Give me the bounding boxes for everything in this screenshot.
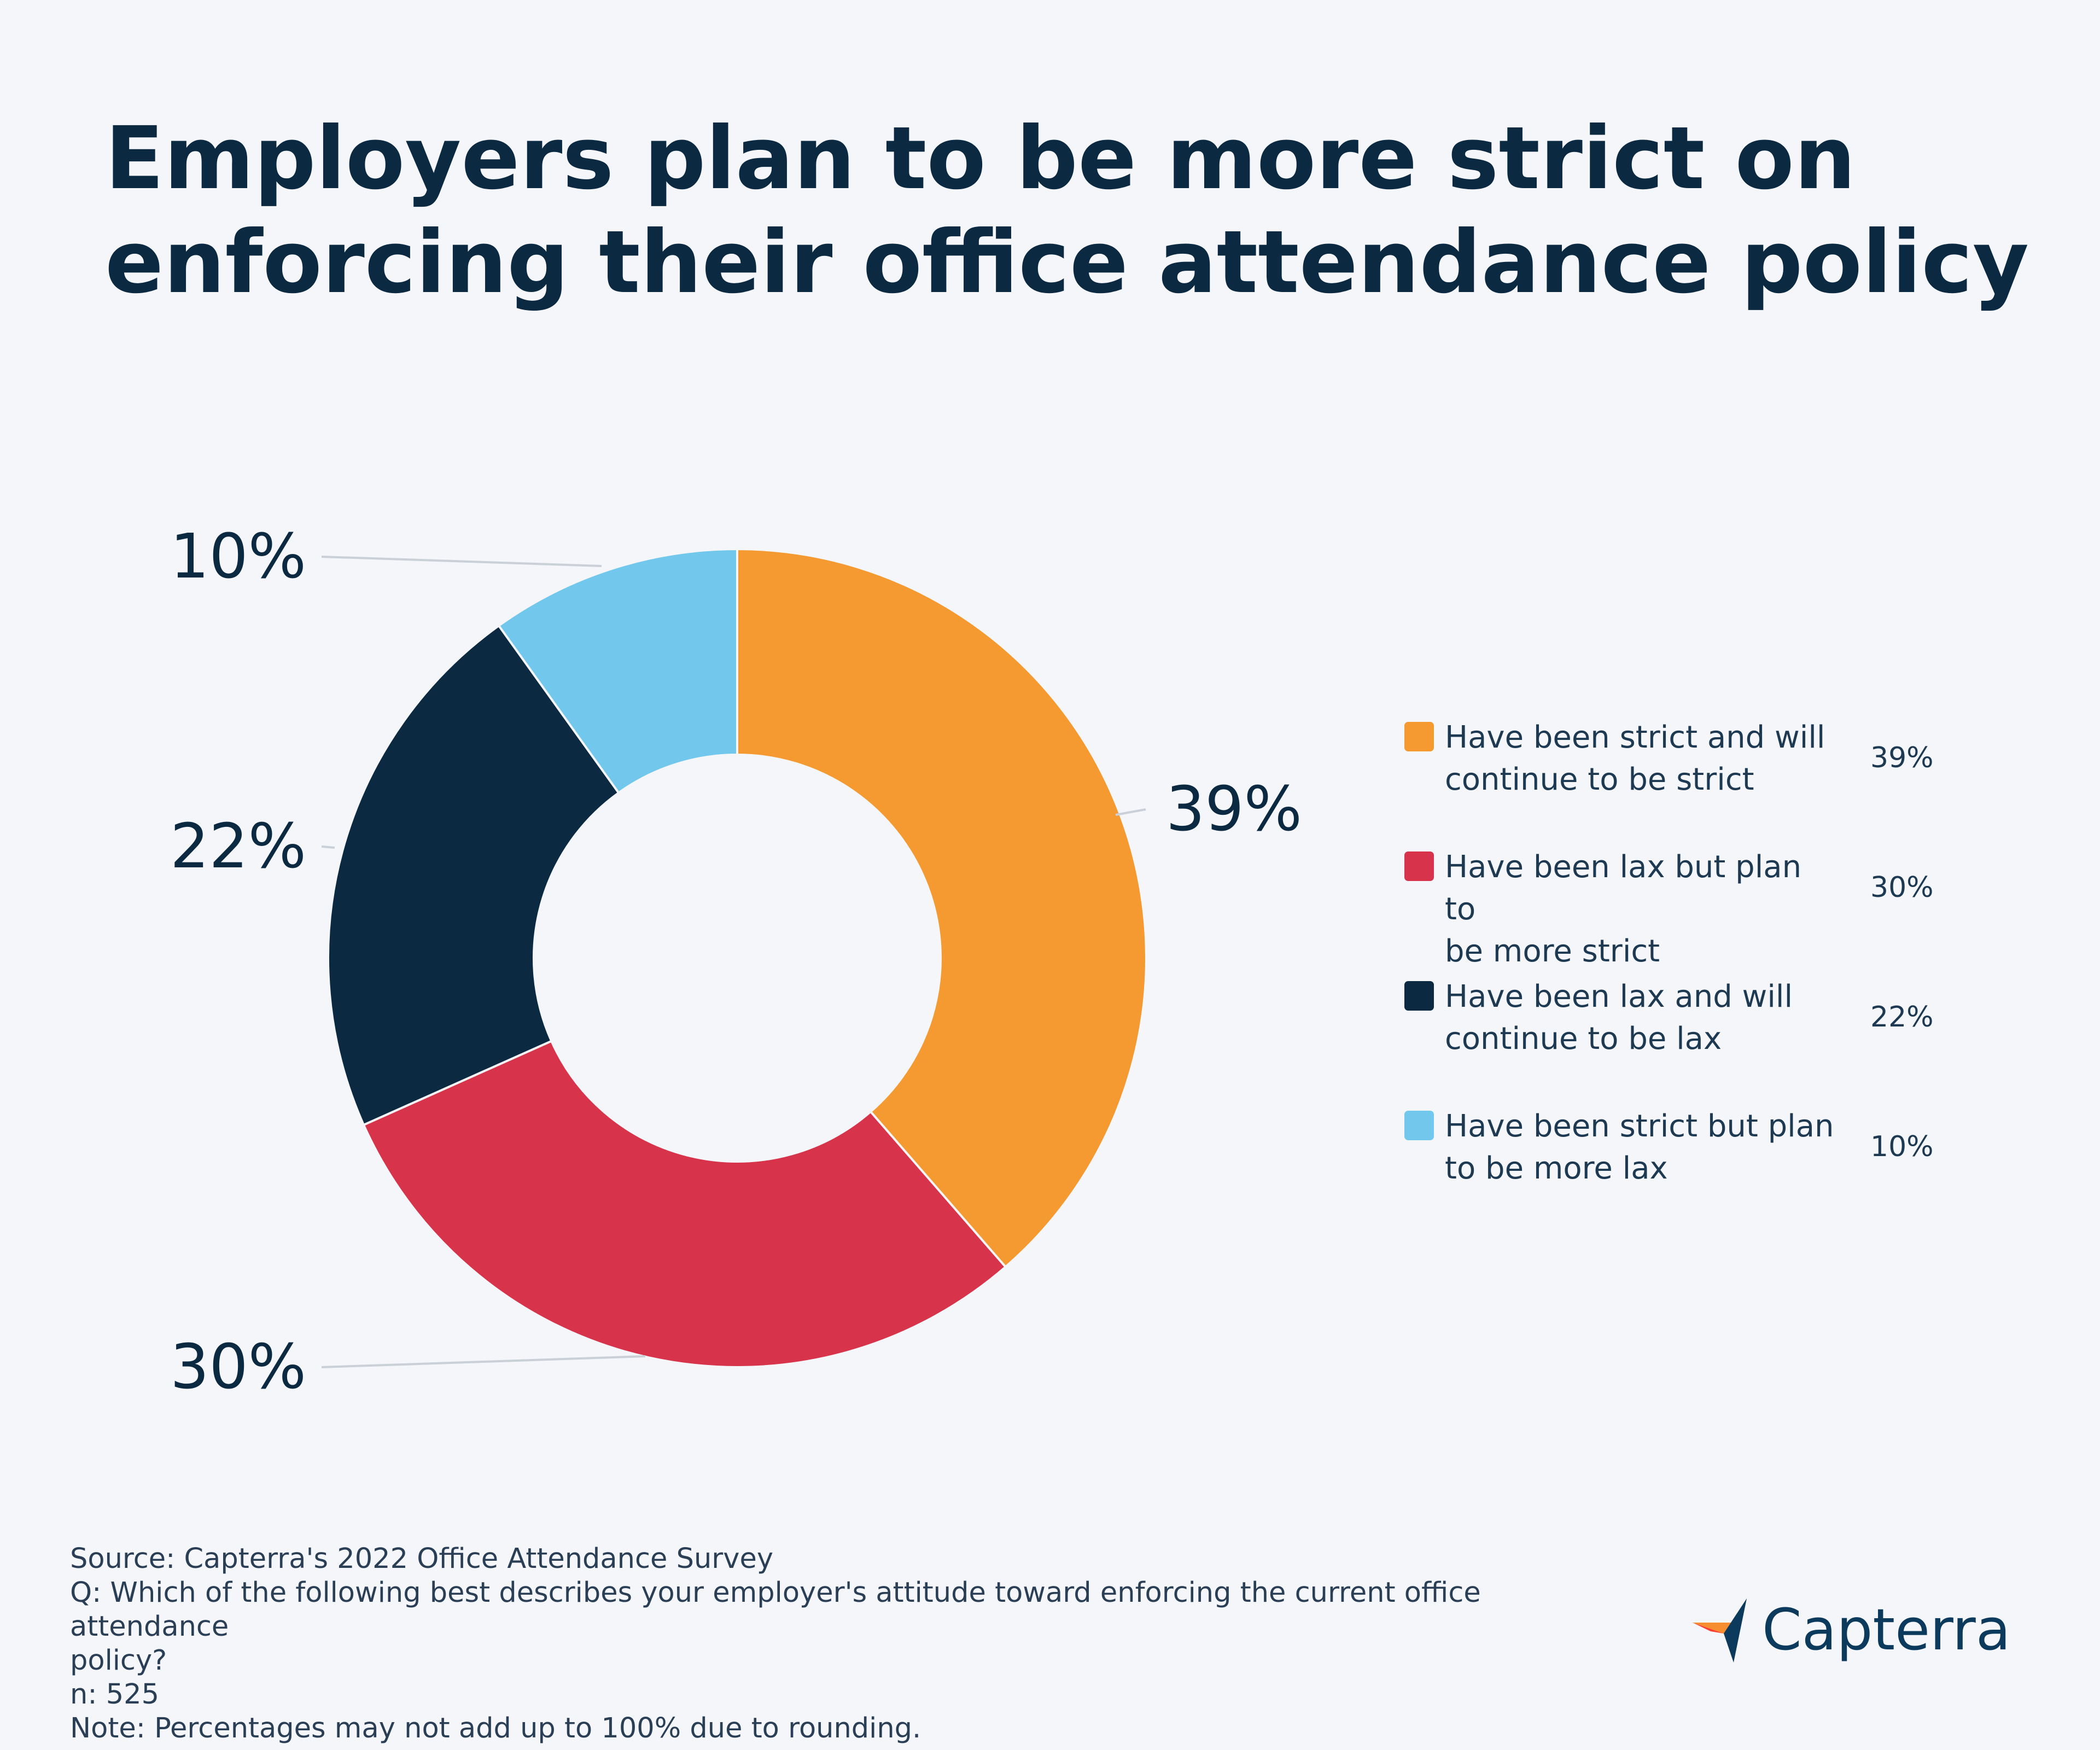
capterra-wordmark: Capterra (1762, 1596, 2011, 1663)
leader-line (321, 845, 335, 849)
legend-value: 30% (1870, 871, 1934, 904)
legend-label-line: Have been strict and will (1445, 720, 1825, 755)
legend-label-line: Have been lax but plan to (1445, 849, 1802, 927)
legend-value: 39% (1870, 742, 1934, 774)
legend-swatch (1404, 981, 1434, 1011)
leader-line (1115, 808, 1146, 816)
question-text-continued: policy? (70, 1644, 167, 1677)
slice-value-label: 30% (170, 1332, 306, 1403)
slice-value-label: 39% (1166, 774, 1302, 845)
chart-footer: Source: Capterra's 2022 Office Attendanc… (70, 1542, 1601, 1746)
slice-strict-more-lax (497, 547, 738, 795)
legend-swatch (1404, 851, 1434, 881)
chart-title-line-1: Employers plan to be more strict on (105, 108, 1856, 209)
slice-value-label: 10% (170, 521, 306, 592)
legend-value: 10% (1870, 1130, 1934, 1163)
legend-label-line: be more strict (1445, 934, 1660, 969)
legend-swatch (1404, 722, 1434, 751)
capterra-logo: Capterra (1690, 1589, 2018, 1671)
leader-line (321, 1355, 646, 1368)
legend-item-strict-more-lax: Have been strict but plan to be more lax… (1404, 1105, 1951, 1235)
question-text: Q: Which of the following best describes… (70, 1577, 1481, 1643)
chart-title-line-2: enforcing their office attendance policy (105, 212, 2029, 313)
chart-legend: Have been strict and will continue to be… (1404, 716, 1951, 1235)
source-note: Source: Capterra's 2022 Office Attendanc… (70, 1543, 774, 1575)
legend-label: Have been lax and will continue to be la… (1445, 976, 1839, 1060)
legend-label: Have been lax but plan to be more strict (1445, 846, 1839, 972)
slice-lax-more-strict (362, 1040, 1007, 1368)
legend-swatch (1404, 1111, 1434, 1140)
capterra-arrow-logo-icon (1693, 1599, 1747, 1662)
sample-size: n: 525 (70, 1678, 160, 1711)
legend-label: Have been strict but plan to be more lax (1445, 1105, 1839, 1189)
legend-label-line: Have been lax and will (1445, 979, 1793, 1014)
rounding-note: Note: Percentages may not add up to 100%… (70, 1712, 921, 1745)
legend-item-lax-more-strict: Have been lax but plan to be more strict… (1404, 846, 1951, 976)
legend-label-line: to be more lax (1445, 1151, 1668, 1186)
legend-item-lax-continue: Have been lax and will continue to be la… (1404, 976, 1951, 1105)
legend-label-line: continue to be strict (1445, 762, 1754, 797)
slice-lax-continue (327, 624, 621, 1127)
slice-value-label: 22% (170, 811, 306, 882)
legend-label-line: continue to be lax (1445, 1021, 1722, 1057)
slice-strict-continue (736, 547, 1147, 1269)
chart-title: Employers plan to be more strict on enfo… (105, 107, 2029, 314)
legend-item-strict-continue: Have been strict and will continue to be… (1404, 716, 1951, 846)
leader-line (321, 556, 602, 567)
legend-label: Have been strict and will continue to be… (1445, 716, 1839, 801)
legend-label-line: Have been strict but plan (1445, 1109, 1834, 1144)
legend-value: 22% (1870, 1001, 1934, 1034)
